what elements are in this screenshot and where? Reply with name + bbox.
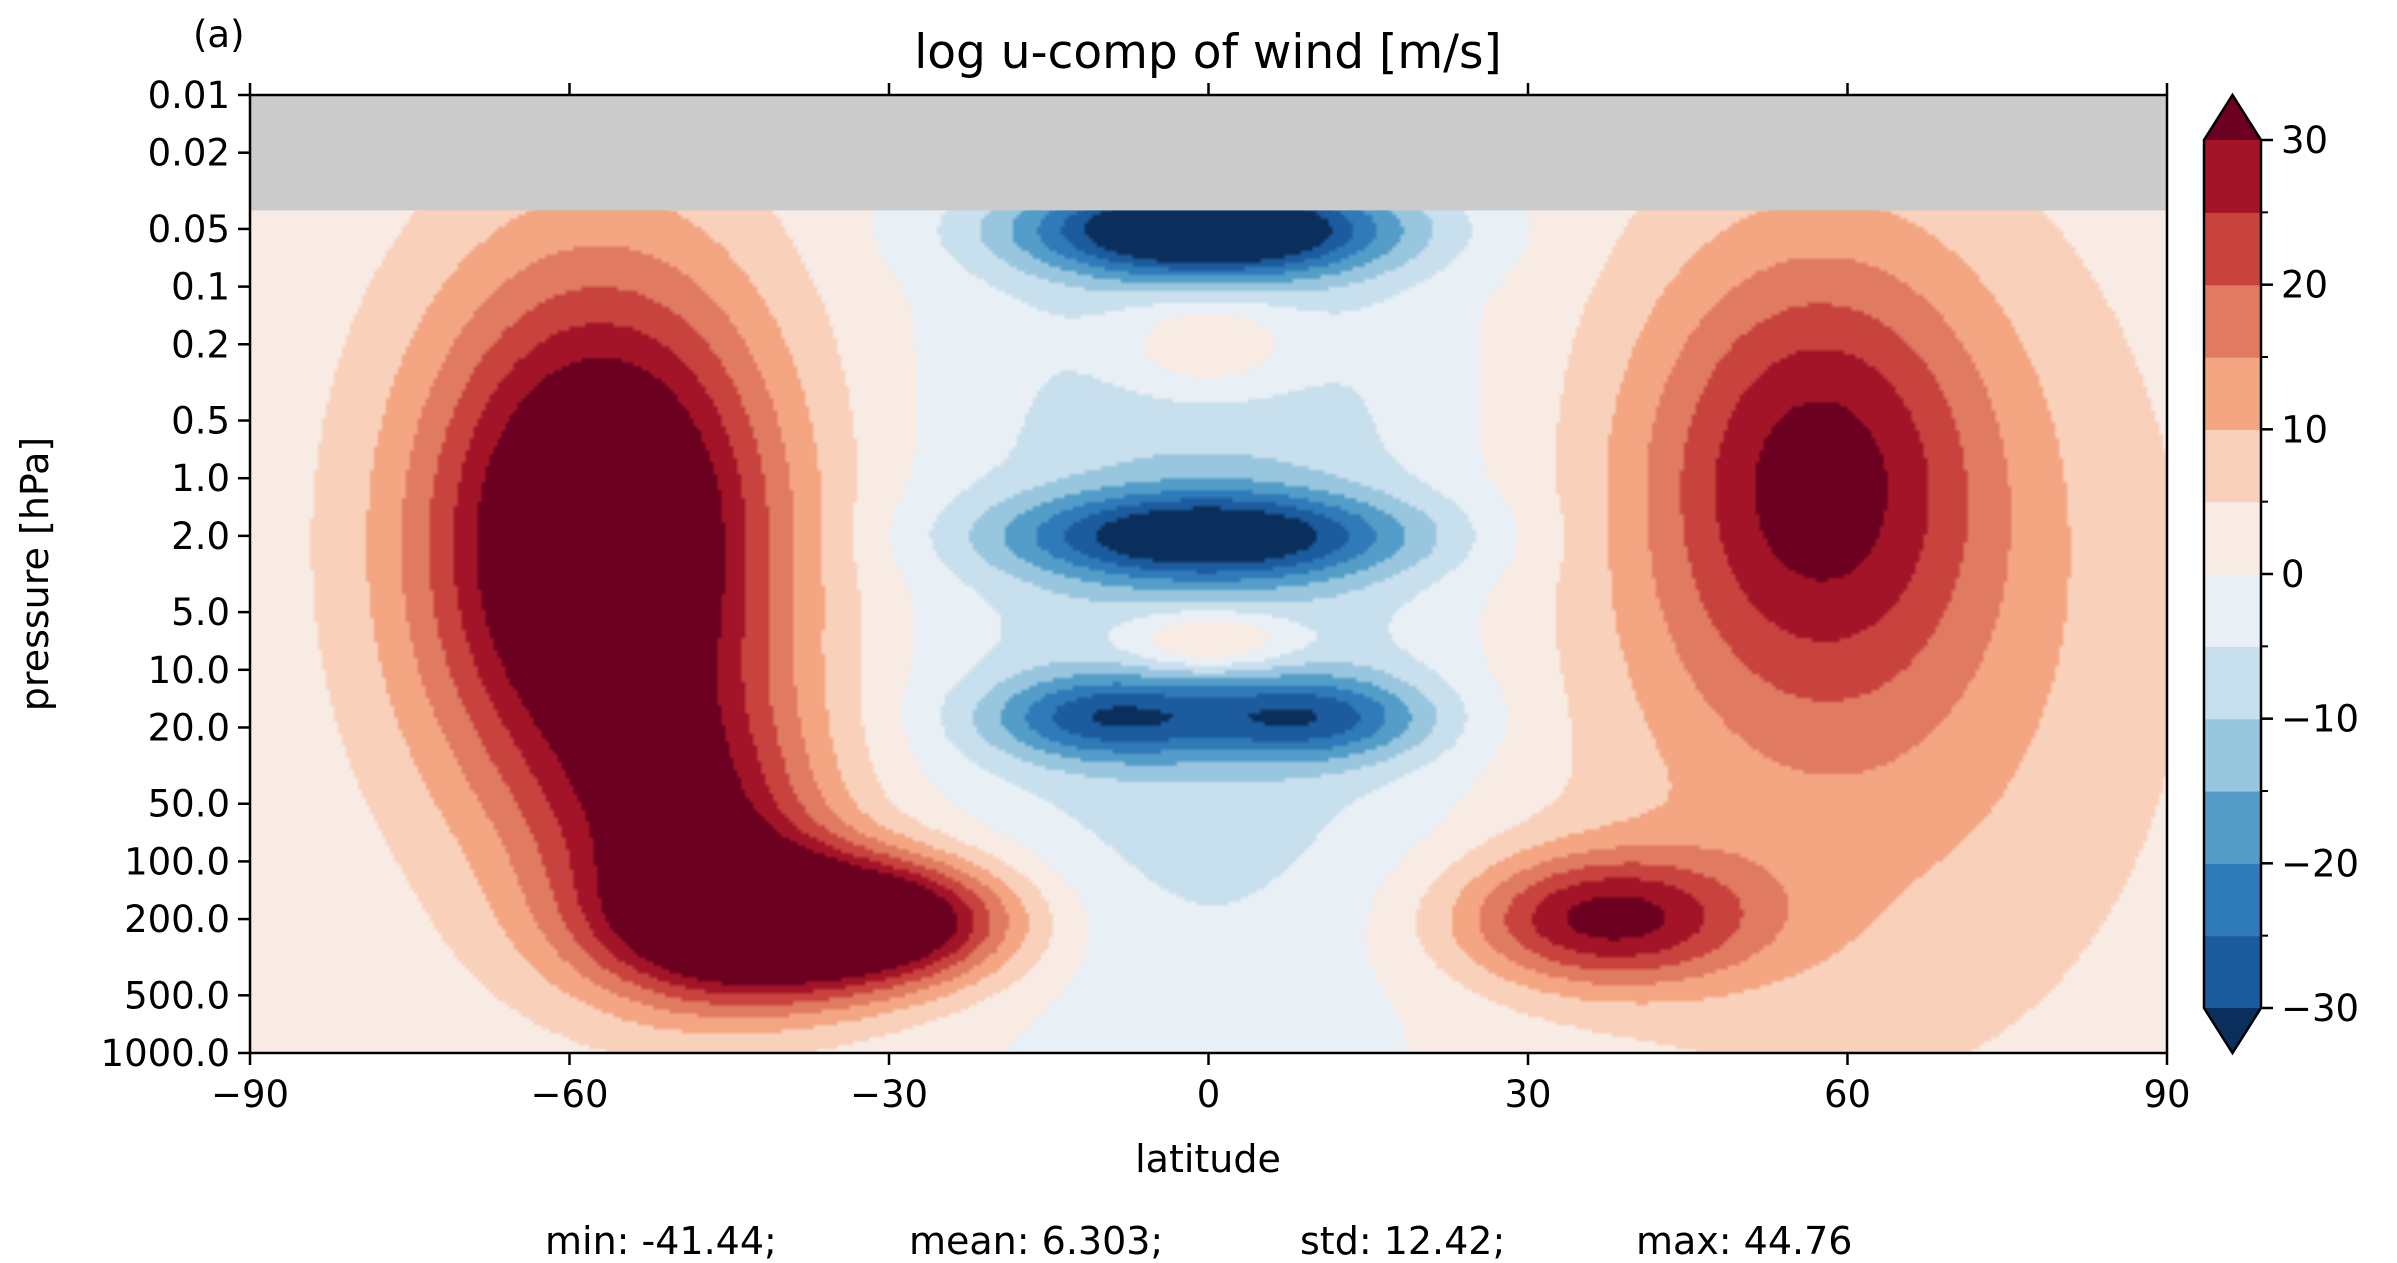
y-tick: 10.0 — [148, 649, 250, 692]
colorbar-tick-label: 20 — [2281, 264, 2328, 307]
colorbar-extend-under — [2204, 1008, 2261, 1053]
y-tick: 20.0 — [148, 706, 250, 749]
y-tick-label: 200.0 — [124, 898, 230, 941]
x-tick: 60 — [1824, 83, 1871, 1116]
colorbar-tick: −10 — [2261, 698, 2359, 741]
colorbar: −30 −20 −10 0 10 20 30 — [2202, 92, 2359, 1056]
colorbar-tick-label: −20 — [2281, 842, 2359, 885]
y-tick-label: 0.2 — [171, 323, 230, 366]
y-tick: 100.0 — [124, 840, 250, 883]
colorbar-segment — [2204, 574, 2261, 647]
y-tick: 1.0 — [171, 457, 250, 500]
x-tick-label: 30 — [1504, 1073, 1551, 1116]
y-tick: 5.0 — [171, 591, 250, 634]
colorbar-segment — [2204, 718, 2261, 792]
stat-std: std: 12.42; — [1300, 1219, 1505, 1263]
y-tick-label: 100.0 — [124, 840, 230, 883]
y-tick: 500.0 — [124, 974, 250, 1017]
y-tick-label: 0.05 — [148, 208, 230, 251]
chart-title: log u-comp of wind [m/s] — [914, 25, 1502, 80]
colorbar-tick: −20 — [2261, 842, 2359, 885]
colorbar-tick-label: 30 — [2281, 119, 2328, 162]
y-tick-label: 2.0 — [171, 515, 230, 558]
stats-line: min: -41.44; mean: 6.303; std: 12.42; ma… — [545, 1219, 1852, 1263]
y-tick: 0.05 — [148, 208, 250, 251]
x-tick: 90 — [2143, 83, 2191, 1116]
colorbar-segment — [2204, 646, 2261, 720]
y-tick: 0.1 — [171, 266, 250, 309]
x-tick: −60 — [530, 83, 609, 1116]
x-tick: 30 — [1504, 83, 1552, 1116]
x-axis-label: latitude — [1135, 1137, 1281, 1181]
stat-min: min: -41.44; — [545, 1219, 777, 1263]
y-tick-label: 1000.0 — [101, 1032, 230, 1075]
y-tick: 0.5 — [171, 400, 250, 443]
missing-data-band — [250, 95, 2167, 211]
y-tick: 1000.0 — [101, 1032, 250, 1075]
x-axis: −90 −60 −30 0 30 60 90 — [211, 83, 2191, 1116]
y-tick: 2.0 — [171, 515, 250, 558]
y-tick-label: 0.1 — [171, 266, 230, 309]
colorbar-segment — [2204, 140, 2261, 213]
x-tick: 0 — [1197, 83, 1221, 1116]
y-tick: 0.2 — [171, 323, 250, 366]
colorbar-tick: 20 — [2261, 264, 2328, 307]
x-tick-label: 60 — [1824, 1073, 1871, 1116]
x-tick-label: 90 — [2143, 1073, 2190, 1116]
plot-area — [250, 95, 2167, 1053]
y-tick-label: 0.02 — [148, 132, 230, 175]
colorbar-segment — [2204, 501, 2261, 575]
colorbar-tick: −30 — [2261, 987, 2359, 1030]
stat-mean: mean: 6.303; — [909, 1219, 1163, 1263]
y-tick-label: 5.0 — [171, 591, 230, 634]
colorbar-tick: 10 — [2261, 408, 2328, 451]
colorbar-segment — [2204, 935, 2261, 1009]
colorbar-tick-label: 10 — [2281, 408, 2328, 451]
colorbar-segment — [2204, 429, 2261, 503]
y-tick: 0.02 — [148, 132, 250, 175]
x-tick-label: −90 — [211, 1073, 289, 1116]
colorbar-segment — [2204, 357, 2261, 430]
y-tick-label: 0.5 — [171, 400, 230, 443]
y-tick: 0.01 — [148, 74, 250, 117]
x-tick-label: −60 — [530, 1073, 608, 1116]
y-axis: 0.01 0.02 0.05 0.1 0.2 0.5 1.0 2.0 5.0 10.0 20.0 50… — [101, 74, 250, 1075]
x-tick: −30 — [850, 83, 928, 1116]
y-tick-label: 20.0 — [148, 706, 230, 749]
colorbar-segment — [2204, 284, 2261, 358]
colorbar-tick-label: 0 — [2281, 553, 2305, 596]
colorbar-tick: 30 — [2261, 119, 2328, 162]
colorbar-segment — [2204, 863, 2261, 937]
stat-max: max: 44.76 — [1636, 1219, 1852, 1263]
panel-label: (a) — [193, 13, 245, 56]
y-tick-label: 0.01 — [148, 74, 230, 117]
colorbar-tick-label: −10 — [2281, 698, 2359, 741]
x-tick: −90 — [211, 83, 289, 1116]
colorbar-tick-label: −30 — [2281, 987, 2359, 1030]
y-tick: 50.0 — [148, 783, 250, 826]
colorbar-extend-over — [2204, 95, 2261, 140]
y-tick-label: 10.0 — [148, 649, 230, 692]
x-tick-label: −30 — [850, 1073, 928, 1116]
y-axis-label: pressure [hPa] — [13, 437, 57, 711]
x-tick-label: 0 — [1197, 1073, 1221, 1116]
y-tick: 200.0 — [124, 898, 250, 941]
y-tick-label: 500.0 — [124, 974, 230, 1017]
colorbar-segment — [2204, 212, 2261, 286]
colorbar-segment — [2204, 791, 2261, 864]
y-tick-label: 1.0 — [171, 457, 230, 500]
colorbar-tick: 0 — [2261, 553, 2305, 596]
contour-field — [250, 95, 2167, 1053]
y-tick-label: 50.0 — [148, 783, 230, 826]
